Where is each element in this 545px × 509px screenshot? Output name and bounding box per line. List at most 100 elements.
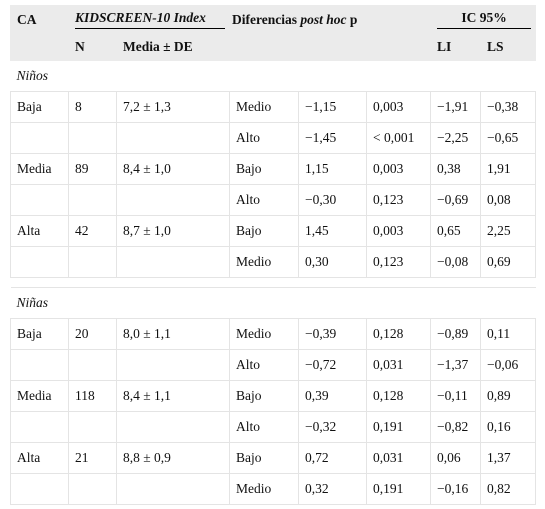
- data-row: Alta 21 8,8 ± 0,9 Bajo 0,72 0,031 0,06 1,37: [10, 442, 537, 474]
- media-cell: 8,4 ± 1,1: [115, 380, 231, 412]
- p-cell: 0,128: [366, 318, 432, 350]
- ls-cell: −0,65: [480, 122, 537, 154]
- li-cell: −1,37: [430, 349, 482, 381]
- table-body: Niños Baja 8 7,2 ± 1,3 Medio −1,15 0,003 −1,91−…: [10, 60, 537, 505]
- data-row: Baja 8 7,2 ± 1,3 Medio −1,15 0,003 −1,91 −0,38: [10, 91, 537, 123]
- li-cell: −0,69: [430, 184, 482, 216]
- data-row: Medio 0,32 0,191 −0,16 0,82: [10, 473, 537, 505]
- vs-cell: Bajo: [229, 442, 300, 474]
- data-row: Alto −0,32 0,191 −0,82 0,16: [10, 411, 537, 443]
- diff-cell: 1,45: [298, 215, 368, 247]
- vs-cell: Bajo: [229, 215, 300, 247]
- ls-cell: 0,82: [480, 473, 537, 505]
- diff-cell: 0,30: [298, 246, 368, 278]
- n-cell: 8: [68, 91, 117, 123]
- diff-cell: −0,30: [298, 184, 368, 216]
- vs-cell: Alto: [229, 411, 300, 443]
- header-row: CA KIDSCREEN-10 Index Diferencias post h…: [10, 5, 537, 34]
- group-row: Niñas: [10, 287, 536, 319]
- media-cell: 8,8 ± 0,9: [115, 442, 231, 474]
- p-cell: 0,031: [366, 442, 432, 474]
- p-cell: 0,191: [366, 473, 432, 505]
- li-cell: −0,82: [430, 411, 482, 443]
- vs-cell: Alto: [229, 122, 300, 154]
- p-cell: 0,003: [366, 91, 432, 123]
- ca-cell: Baja: [10, 318, 69, 350]
- vs-cell: Bajo: [229, 380, 300, 412]
- li-cell: −0,08: [430, 246, 482, 278]
- data-row: Alto −0,72 0,031 −1,37 −0,06: [10, 349, 537, 381]
- li-cell: −0,16: [430, 473, 482, 505]
- p-cell: 0,031: [366, 349, 432, 381]
- data-row: Alto −1,45 < 0,001 −2,25 −0,65: [10, 122, 537, 154]
- n-cell: 42: [68, 215, 117, 247]
- vs-cell: Medio: [229, 91, 300, 123]
- li-cell: 0,38: [430, 153, 482, 185]
- vs-cell: Medio: [229, 246, 300, 278]
- header-cell: [10, 33, 69, 61]
- header-cell: KIDSCREEN-10 Index: [67, 5, 231, 34]
- data-row: Medio 0,30 0,123 −0,08 0,69: [10, 246, 537, 278]
- ca-cell: Baja: [10, 91, 69, 123]
- data-row: Media 118 8,4 ± 1,1 Bajo 0,39 0,128 −0,11 0,89: [10, 380, 537, 412]
- diff-cell: 0,32: [298, 473, 368, 505]
- group-label: Niñas: [10, 287, 536, 319]
- n-cell: 20: [68, 318, 117, 350]
- header-cell: Diferencias post hoc p: [229, 5, 432, 34]
- group-label: Niños: [10, 60, 536, 92]
- p-cell: 0,003: [366, 153, 432, 185]
- empty-cell: [10, 473, 69, 505]
- ls-cell: 0,08: [480, 184, 537, 216]
- ca-cell: Alta: [10, 442, 69, 474]
- li-cell: 0,65: [430, 215, 482, 247]
- diff-cell: −1,15: [298, 91, 368, 123]
- media-cell: 7,2 ± 1,3: [115, 91, 231, 123]
- header-text: post hoc: [300, 11, 347, 27]
- data-row: Baja 20 8,0 ± 1,1 Medio −0,39 0,128 −0,89 0,11: [10, 318, 537, 350]
- header-text: p: [349, 11, 358, 27]
- header-cell: LS: [480, 33, 537, 61]
- empty-cell: [115, 246, 231, 278]
- vs-cell: Bajo: [229, 153, 300, 185]
- vs-cell: Alto: [229, 184, 300, 216]
- data-row: Alta 42 8,7 ± 1,0 Bajo 1,45 0,003 0,65 2,25: [10, 215, 537, 247]
- empty-cell: [115, 122, 231, 154]
- diff-cell: −0,72: [298, 349, 368, 381]
- empty-cell: [68, 473, 117, 505]
- header-cell: LI: [430, 33, 482, 61]
- empty-cell: [115, 184, 231, 216]
- p-cell: 0,123: [366, 246, 432, 278]
- ca-cell: Alta: [10, 215, 69, 247]
- n-cell: 89: [68, 153, 117, 185]
- empty-cell: [10, 349, 69, 381]
- media-cell: 8,0 ± 1,1: [115, 318, 231, 350]
- ls-cell: −0,06: [480, 349, 537, 381]
- empty-cell: [68, 349, 117, 381]
- ls-cell: −0,38: [480, 91, 537, 123]
- header-text: KIDSCREEN-10 Index: [75, 10, 206, 25]
- header-cell: IC 95%: [430, 5, 537, 34]
- li-cell: 0,06: [430, 442, 482, 474]
- empty-cell: [115, 411, 231, 443]
- empty-cell: [68, 184, 117, 216]
- diff-cell: −1,45: [298, 122, 368, 154]
- p-cell: 0,128: [366, 380, 432, 412]
- empty-cell: [10, 184, 69, 216]
- header-cell: [229, 33, 432, 61]
- ls-cell: 0,69: [480, 246, 537, 278]
- empty-cell: [68, 122, 117, 154]
- header-text: Diferencias: [232, 11, 297, 27]
- diff-cell: −0,39: [298, 318, 368, 350]
- vs-cell: Medio: [229, 318, 300, 350]
- n-cell: 21: [68, 442, 117, 474]
- ls-cell: 2,25: [480, 215, 537, 247]
- ls-cell: 1,91: [480, 153, 537, 185]
- p-cell: 0,003: [366, 215, 432, 247]
- p-cell: < 0,001: [366, 122, 432, 154]
- ls-cell: 0,89: [480, 380, 537, 412]
- li-cell: −0,89: [430, 318, 482, 350]
- empty-cell: [68, 411, 117, 443]
- header-cell: Media ± DE: [115, 33, 231, 61]
- ls-cell: 0,16: [480, 411, 537, 443]
